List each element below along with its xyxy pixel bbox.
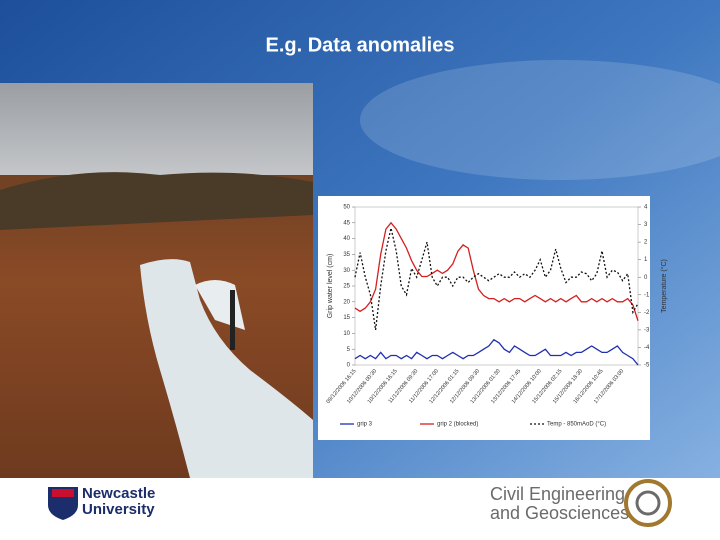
logo-text: and Geosciences — [490, 503, 629, 523]
series-line — [354, 338, 639, 366]
chart-panel — [318, 196, 650, 440]
y-tick-label: 10 — [343, 331, 350, 337]
y2-axis-label: Temperature (°C) — [660, 259, 668, 313]
legend-label: grip 2 (blocked) — [437, 422, 478, 428]
logo-inner — [635, 490, 661, 516]
logo-text: Newcastle — [82, 485, 155, 502]
y2-tick-label: 3 — [644, 222, 648, 228]
logo-ring — [624, 479, 672, 527]
footer-band — [0, 478, 720, 540]
y2-tick-label: -5 — [644, 363, 650, 369]
slide-title: E.g. Data anomalies — [266, 34, 455, 56]
y2-tick-label: 2 — [644, 240, 648, 246]
legend-label: Temp - 850mAoD (°C) — [547, 422, 606, 428]
y-tick-label: 5 — [347, 347, 351, 353]
legend-label: grip 3 — [357, 422, 373, 428]
y-tick-label: 45 — [343, 220, 350, 226]
y-tick-label: 40 — [343, 236, 350, 242]
logo-text: Civil Engineering — [490, 484, 625, 504]
photo-sky — [0, 83, 313, 175]
photo — [0, 83, 313, 478]
crest-band — [52, 489, 74, 497]
y-axis-label: Grip water level (cm) — [327, 254, 334, 319]
photo-stream — [140, 259, 313, 478]
y2-tick-label: 4 — [644, 205, 648, 211]
y-tick-label: 35 — [343, 252, 350, 258]
y-tick-label: 30 — [343, 268, 350, 274]
cloud-glow — [360, 60, 720, 180]
logo-text: University — [82, 501, 155, 518]
y2-tick-label: 0 — [644, 275, 648, 281]
y-tick-label: 25 — [343, 284, 350, 290]
series-line — [354, 227, 639, 330]
y2-tick-label: -4 — [644, 345, 650, 351]
newcastle-logo: Newcastle University — [48, 485, 155, 520]
y-tick-label: 0 — [347, 363, 351, 369]
photo-post — [230, 290, 235, 350]
y-tick-label: 50 — [343, 205, 350, 211]
y2-tick-label: -1 — [644, 292, 650, 298]
series-line — [354, 221, 639, 321]
y2-tick-label: -2 — [644, 310, 650, 316]
y2-tick-label: 1 — [644, 257, 648, 263]
y2-tick-label: -3 — [644, 327, 650, 333]
y-tick-label: 15 — [343, 315, 350, 321]
ceg-logo: Civil Engineering and Geosciences — [490, 479, 672, 527]
y-tick-label: 20 — [343, 299, 350, 305]
photo-hill — [0, 172, 313, 230]
